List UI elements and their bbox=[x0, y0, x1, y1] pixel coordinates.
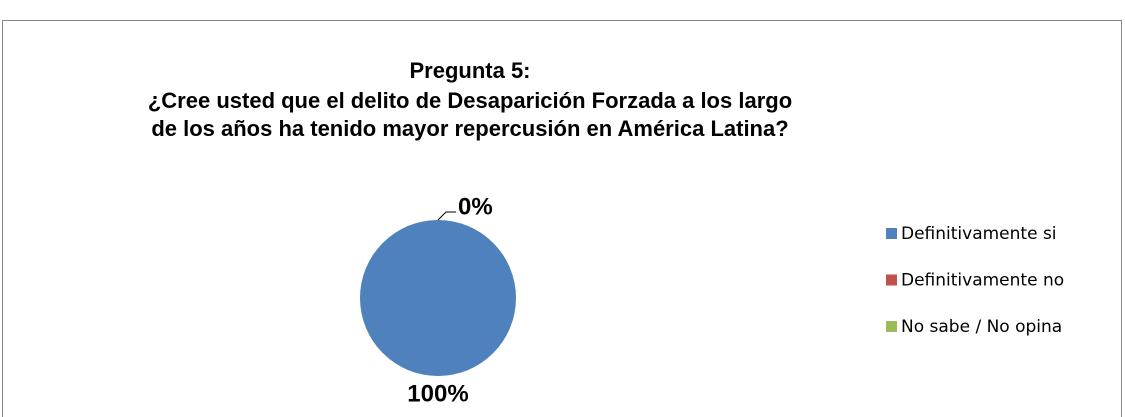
chart-frame bbox=[2, 20, 1122, 417]
legend-swatch bbox=[886, 274, 897, 286]
chart-title: de los años ha tenido mayor repercusión … bbox=[151, 116, 788, 141]
legend-swatch bbox=[886, 228, 897, 239]
chart-title: Pregunta 5: bbox=[409, 58, 530, 83]
data-label: 0% bbox=[458, 193, 493, 220]
pie-slice bbox=[360, 220, 516, 376]
chart-title: ¿Cree usted que el delito de Desaparició… bbox=[148, 88, 792, 113]
legend-label: No sabe / No opina bbox=[901, 317, 1062, 337]
legend-label: Definitivamente no bbox=[901, 271, 1064, 291]
legend-label: Definitivamente si bbox=[901, 224, 1057, 244]
leader-line bbox=[437, 211, 456, 221]
legend-swatch bbox=[886, 321, 897, 332]
data-label: 100% bbox=[407, 380, 468, 407]
